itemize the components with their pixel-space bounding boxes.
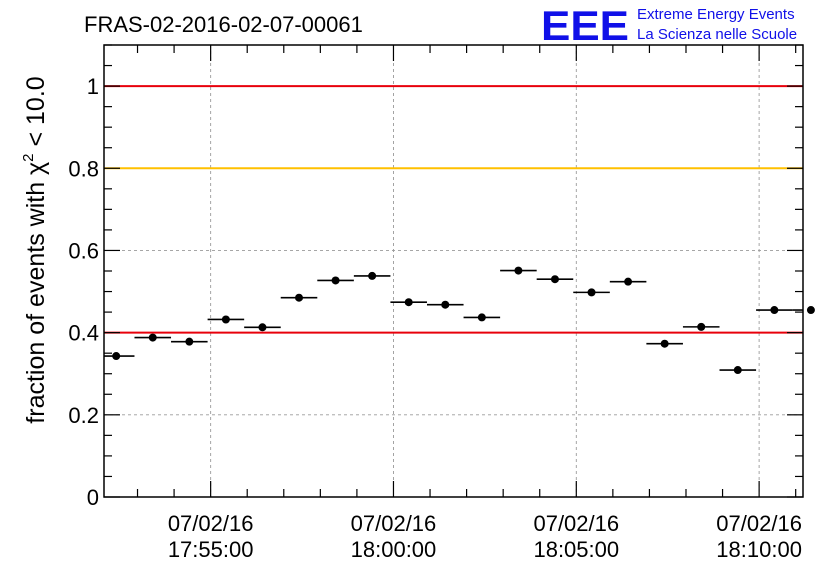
data-point bbox=[368, 271, 377, 280]
eee-logo-line1: Extreme Energy Events bbox=[637, 6, 795, 23]
x-tick-label-date: 07/02/16 bbox=[533, 511, 619, 536]
eee-logo-line2: La Scienza nelle Scuole bbox=[637, 26, 797, 43]
data-series bbox=[104, 266, 815, 375]
y-axis-label: fraction of events with χ2 < 10.0 bbox=[20, 76, 50, 423]
x-tick-label-time: 18:05:00 bbox=[533, 537, 619, 562]
data-point bbox=[514, 266, 523, 275]
chart-title: FRAS-02-2016-02-07-00061 bbox=[84, 12, 363, 37]
x-tick-label-date: 07/02/16 bbox=[168, 511, 254, 536]
data-point bbox=[806, 306, 815, 315]
data-point bbox=[660, 339, 669, 348]
y-tick-label: 0.4 bbox=[68, 321, 99, 346]
y-tick-label: 0.6 bbox=[68, 238, 99, 263]
y-tick-label: 0 bbox=[87, 485, 99, 510]
x-tick-label-time: 17:55:00 bbox=[168, 537, 254, 562]
y-tick-label: 0.8 bbox=[68, 156, 99, 181]
y-axis-label-tail: < 10.0 bbox=[22, 76, 50, 153]
data-point bbox=[697, 322, 706, 331]
data-point bbox=[331, 276, 340, 285]
data-point bbox=[404, 298, 413, 307]
x-tick-label-date: 07/02/16 bbox=[716, 511, 802, 536]
y-axis: 0 0.2 0.4 0.6 0.8 1 bbox=[68, 44, 803, 510]
eee-logo-mark: EEE bbox=[541, 2, 629, 49]
data-point bbox=[624, 277, 633, 286]
grid bbox=[104, 45, 803, 497]
data-point bbox=[550, 275, 559, 284]
data-point bbox=[258, 323, 267, 332]
y-tick-label: 0.2 bbox=[68, 403, 99, 428]
data-point bbox=[221, 315, 230, 324]
y-axis-label-text: fraction of events with bbox=[22, 182, 50, 424]
data-point bbox=[112, 352, 121, 361]
y-axis-label-chi: χ bbox=[22, 162, 50, 175]
data-point bbox=[770, 306, 779, 315]
data-point bbox=[295, 293, 304, 302]
reference-lines bbox=[104, 85, 803, 334]
data-point bbox=[185, 337, 194, 346]
data-point bbox=[587, 288, 596, 297]
x-axis: 07/02/1617:55:0007/02/1618:00:0007/02/16… bbox=[136, 45, 802, 562]
data-point bbox=[733, 366, 742, 375]
data-point bbox=[148, 333, 157, 342]
y-axis-label-sup: 2 bbox=[20, 153, 37, 161]
plot-frame bbox=[103, 44, 804, 498]
y-tick-label: 1 bbox=[87, 74, 99, 99]
x-tick-label-time: 18:00:00 bbox=[351, 537, 437, 562]
x-tick-label-time: 18:10:00 bbox=[716, 537, 802, 562]
data-point bbox=[441, 300, 450, 309]
eee-logo: EEE Extreme Energy Events La Scienza nel… bbox=[541, 2, 797, 49]
x-tick-label-date: 07/02/16 bbox=[351, 511, 437, 536]
data-point bbox=[477, 313, 486, 322]
